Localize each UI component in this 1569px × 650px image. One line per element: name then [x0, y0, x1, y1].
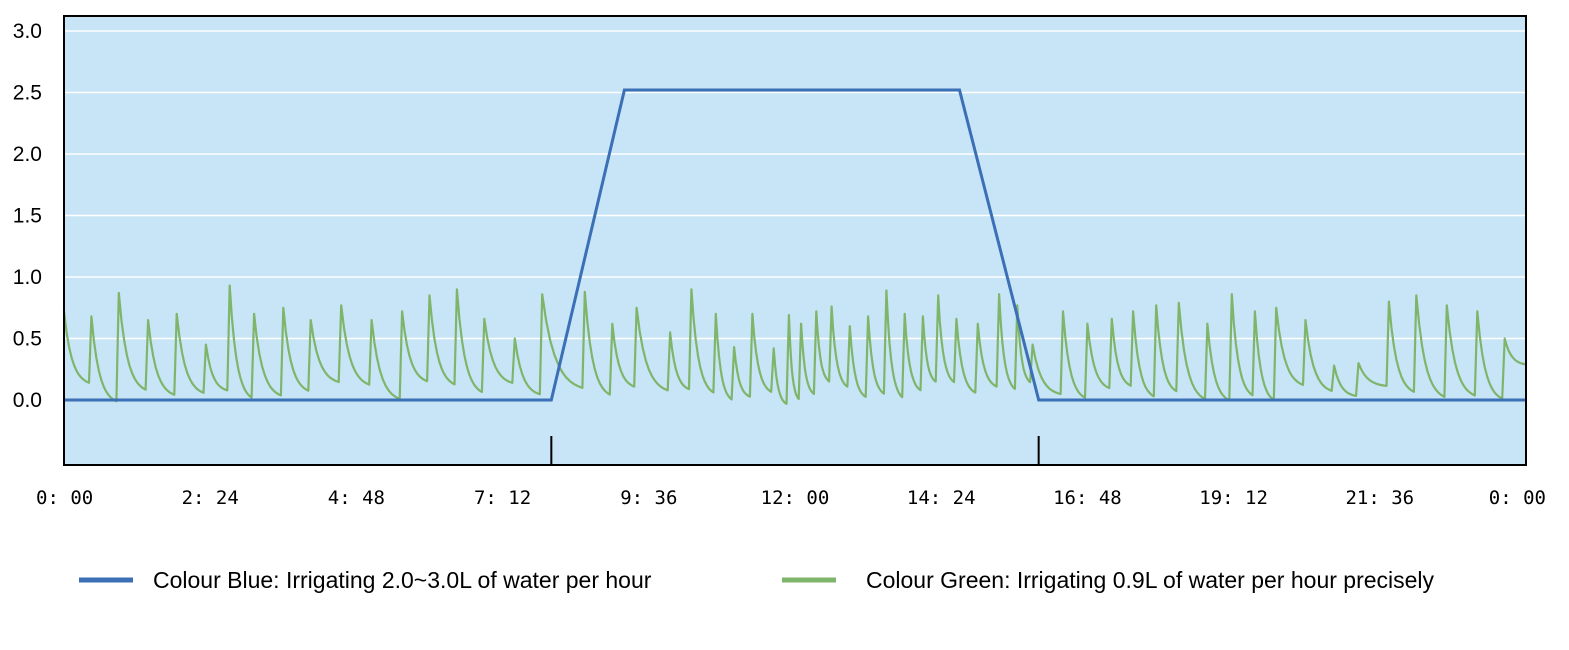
green-pulse-peak	[176, 313, 178, 315]
x-tick-label: 0: 00	[1489, 487, 1546, 509]
x-tick-label: 14: 24	[907, 487, 976, 509]
green-pulse-peak	[1155, 304, 1157, 306]
x-tick-label: 16: 48	[1053, 487, 1122, 509]
green-pulse-peak	[310, 319, 312, 321]
green-pulse-peak	[669, 331, 671, 333]
green-pulse-peak	[977, 323, 979, 325]
green-pulse-peak	[773, 347, 775, 349]
green-pulse-peak	[922, 315, 924, 317]
green-pulse-peak	[401, 310, 403, 313]
green-pulse-peak	[733, 346, 735, 348]
green-pulse-peak	[428, 294, 431, 297]
green-pulse-peak	[1254, 310, 1256, 313]
green-pulse-peak	[800, 323, 802, 325]
green-pulse-peak	[611, 323, 613, 325]
green-pulse-peak	[584, 291, 586, 293]
blue-vertex	[1038, 399, 1040, 401]
green-pulse-peak	[253, 313, 255, 315]
green-pulse-peak	[788, 314, 790, 316]
green-pulse-peak	[751, 313, 753, 315]
blue-vertex	[958, 89, 961, 91]
y-tick-label: 0.5	[13, 328, 42, 351]
green-pulse-peak	[90, 315, 93, 317]
green-pulse-peak	[118, 292, 120, 294]
green-pulse-peak	[849, 325, 851, 327]
green-pulse-peak	[1206, 323, 1209, 325]
green-pulse-peak	[282, 307, 284, 309]
green-pulse-peak	[1446, 304, 1448, 306]
y-tick-label: 1.0	[13, 266, 42, 289]
y-tick-label: 2.0	[13, 143, 42, 166]
y-tick-label: 3.0	[13, 20, 42, 43]
legend-label-green: Colour Green: Irrigating 0.9L of water p…	[866, 567, 1435, 593]
green-pulse-peak	[1333, 364, 1335, 367]
green-pulse-peak	[514, 337, 516, 340]
series-line-green	[62, 284, 1527, 405]
green-pulse-peak	[1086, 323, 1088, 325]
plot-frame	[63, 15, 1527, 466]
green-pulse-peak	[904, 313, 906, 315]
y-axis-ticks: 0.0 0.5 1.0 1.5 2.0 2.5 3.0	[13, 20, 42, 412]
green-pulse-peak	[636, 307, 638, 309]
green-pulse-peak	[1231, 293, 1233, 295]
green-pulse-peak	[955, 318, 958, 320]
green-pulse-peak	[1304, 319, 1307, 321]
series-line-blue	[64, 88, 1526, 402]
green-pulse-peak	[937, 294, 939, 297]
x-tick-label: 7: 12	[474, 487, 531, 509]
green-pulse-peak	[340, 304, 342, 306]
x-tick-label: 21: 36	[1345, 487, 1414, 509]
x-axis-ticks: 0: 00 2: 24 4: 48 7: 12 9: 36 12: 00 14: 24 16:…	[36, 487, 1546, 509]
green-pulse-peak	[1415, 294, 1417, 297]
green-pulse-peak	[1178, 302, 1180, 304]
legend: Colour Blue: Irrigating 2.0~3.0L of wate…	[79, 567, 1435, 593]
x-tick-label: 0: 00	[36, 487, 93, 509]
x-tick-label: 12: 00	[761, 487, 830, 509]
y-tick-label: 0.0	[13, 389, 42, 412]
blue-vertex	[550, 399, 552, 401]
blue-vertex	[623, 89, 626, 91]
legend-label-blue: Colour Blue: Irrigating 2.0~3.0L of wate…	[153, 567, 652, 593]
x-tick-label: 4: 48	[328, 487, 385, 509]
green-pulse-peak	[1031, 344, 1034, 346]
green-pulse-peak	[1016, 304, 1018, 306]
green-pulse-peak	[1132, 310, 1134, 313]
green-pulse-peak	[483, 318, 485, 320]
green-pulse-peak	[229, 285, 231, 287]
green-pulse-peak	[456, 288, 458, 290]
green-pulse-peak	[1357, 362, 1360, 364]
green-pulse-peak	[867, 315, 869, 317]
green-pulse-peak	[1111, 318, 1113, 320]
plot-area	[64, 16, 1526, 465]
green-pulse-peak	[1275, 307, 1277, 309]
green-pulse-peak	[1388, 301, 1390, 303]
green-pulse-peak	[541, 293, 543, 295]
green-pulse-peak	[885, 289, 887, 292]
green-pulse-peak	[715, 313, 717, 315]
green-pulse-peak	[371, 319, 373, 321]
series-layer	[62, 88, 1527, 405]
green-pulse-peak	[1062, 310, 1064, 313]
x-tick-label: 2: 24	[182, 487, 239, 509]
x-tick-label: 9: 36	[620, 487, 677, 509]
green-pulse-peak	[1504, 337, 1506, 340]
green-pulse-peak	[205, 344, 207, 346]
green-pulse-peak	[147, 319, 149, 321]
green-pulse-peak	[998, 293, 1000, 295]
green-pulse-peak	[830, 305, 833, 308]
green-pulse-peak	[815, 310, 817, 313]
gridlines	[64, 30, 1526, 340]
y-tick-label: 1.5	[13, 205, 42, 228]
x-tick-label: 19: 12	[1199, 487, 1268, 509]
green-pulse-peak	[1476, 310, 1478, 313]
y-tick-label: 2.5	[13, 82, 42, 105]
time-markers	[550, 436, 1040, 465]
green-pulse-peak	[690, 288, 693, 290]
